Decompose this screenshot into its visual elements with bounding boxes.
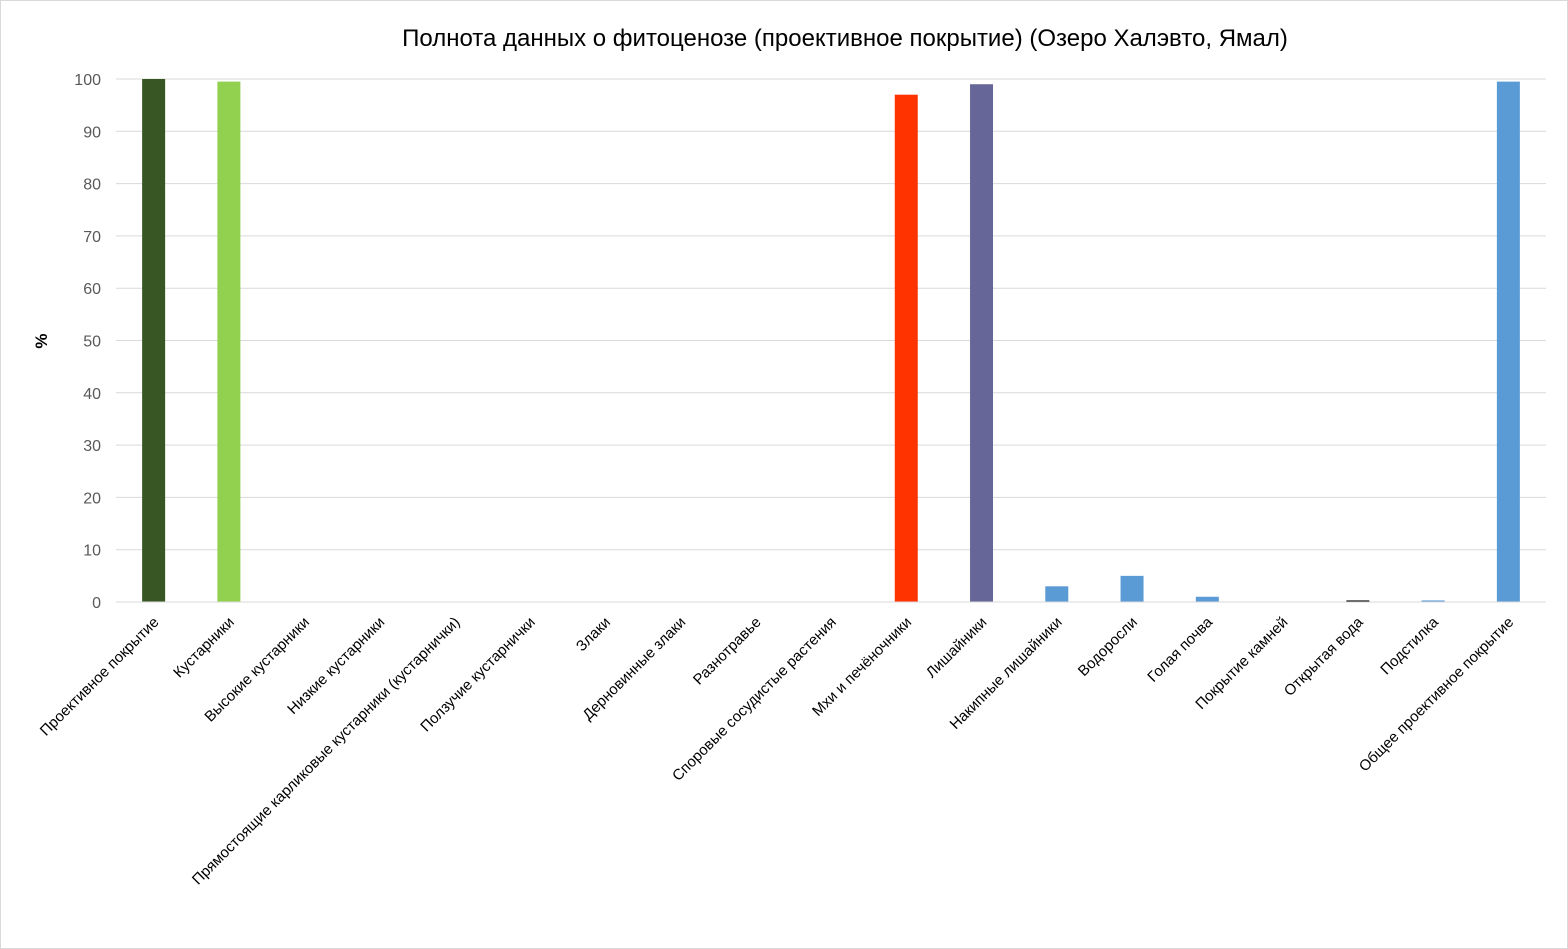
category-label: Подстилка bbox=[1377, 613, 1442, 678]
y-tick-label: 60 bbox=[83, 281, 101, 298]
y-tick-label: 50 bbox=[83, 334, 101, 351]
category-label: Разнотравье bbox=[690, 614, 765, 689]
y-tick-label: 70 bbox=[83, 229, 101, 246]
bar bbox=[970, 84, 994, 603]
chart-title: Полнота данных о фитоценозе (проективное… bbox=[402, 25, 1288, 52]
category-label: Открытая вода bbox=[1281, 613, 1367, 699]
bar bbox=[217, 81, 241, 603]
y-tick-label: 90 bbox=[83, 124, 101, 141]
bar bbox=[894, 94, 918, 602]
y-tick-label: 0 bbox=[92, 595, 101, 612]
bar bbox=[1120, 575, 1144, 602]
category-label: Водоросли bbox=[1075, 614, 1141, 680]
y-tick-label: 20 bbox=[83, 490, 101, 507]
bar bbox=[1346, 600, 1370, 602]
gridlines bbox=[116, 78, 1546, 551]
bar bbox=[1045, 586, 1069, 602]
bar bbox=[142, 79, 166, 602]
category-label: Споровые сосудистые растения bbox=[669, 614, 840, 785]
y-axis-label: % bbox=[32, 333, 51, 348]
y-tick-label: 30 bbox=[83, 438, 101, 455]
y-tick-label: 40 bbox=[83, 386, 101, 403]
y-tick-label: 10 bbox=[83, 543, 101, 560]
y-tick-label: 80 bbox=[83, 177, 101, 194]
category-label: Общее проективное покрытие bbox=[1356, 614, 1517, 775]
category-label: Голая почва bbox=[1144, 613, 1216, 685]
bar bbox=[1195, 596, 1219, 602]
category-label: Прямостоящие карликовые кустарники (куст… bbox=[189, 614, 464, 889]
bars bbox=[142, 79, 1520, 603]
category-label: Злаки bbox=[573, 614, 614, 655]
category-label: Кустарники bbox=[170, 614, 238, 682]
y-axis-ticks: 0 10 20 30 40 50 60 70 80 90 100 bbox=[74, 72, 101, 612]
category-label: Лишайники bbox=[923, 614, 991, 682]
bar bbox=[1496, 81, 1520, 603]
category-label: Проективное покрытие bbox=[37, 614, 163, 740]
bar bbox=[1421, 600, 1445, 602]
y-tick-label: 100 bbox=[74, 72, 101, 89]
